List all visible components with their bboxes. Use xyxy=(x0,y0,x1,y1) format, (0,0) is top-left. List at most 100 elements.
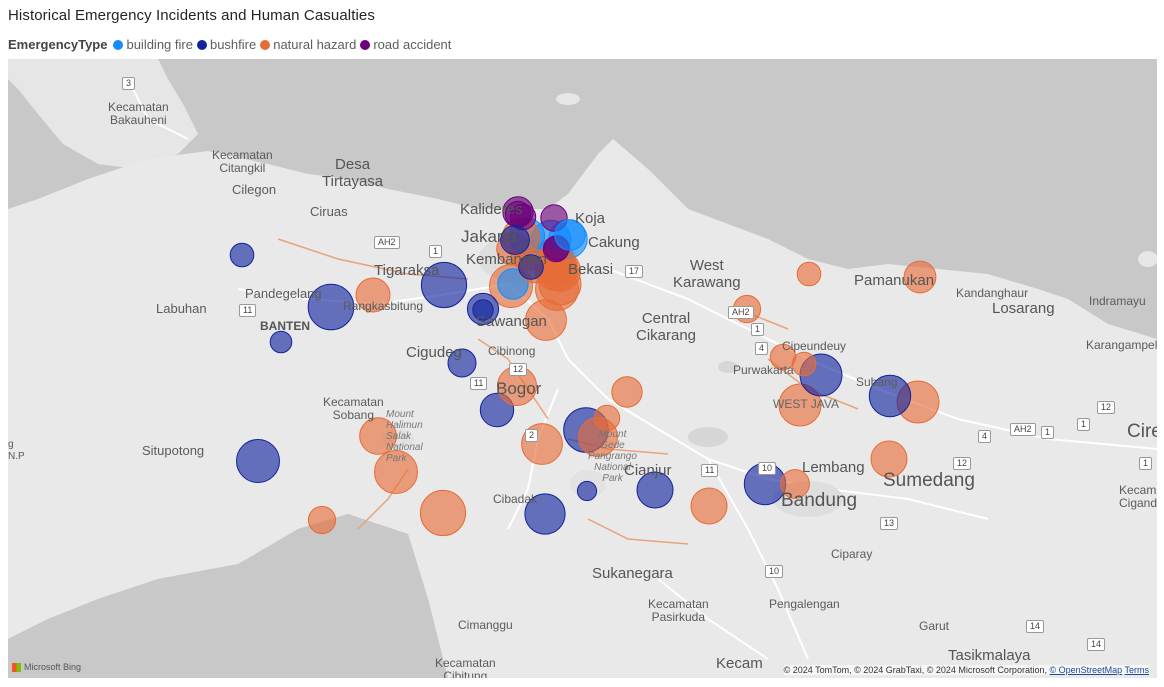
label-kembangan: Kembangan xyxy=(466,251,547,268)
label-banten: BANTEN xyxy=(260,319,310,333)
road-shield: 1 xyxy=(1139,457,1153,470)
label-central-cikarang: Central Cikarang xyxy=(636,310,697,344)
label-bandung: Bandung xyxy=(781,490,858,511)
incident-bubble-natural-hazard[interactable] xyxy=(690,487,728,525)
incident-bubble-building-fire[interactable] xyxy=(497,268,529,300)
sumatra-land xyxy=(8,59,198,169)
label-karangampel: Karangampel xyxy=(1086,338,1157,352)
incident-bubble-bushfire[interactable] xyxy=(447,348,477,378)
incident-bubble-bushfire[interactable] xyxy=(229,242,255,268)
osm-link[interactable]: © OpenStreetMap xyxy=(1049,665,1123,675)
map-attribution: © 2024 TomTom, © 2024 GrabTaxi, © 2024 M… xyxy=(783,665,1150,675)
label-pamanukan: Pamanukan xyxy=(854,272,935,289)
label-cianjur: Cianjur xyxy=(624,462,672,479)
microsoft-logo-icon xyxy=(12,662,21,672)
incident-bubble-building-fire[interactable] xyxy=(554,219,586,251)
label-kecamatan-sobang: Kecamatan Sobang xyxy=(323,395,384,422)
road-shield: AH2 xyxy=(728,306,754,319)
legend-label-bushfire: bushfire xyxy=(209,37,257,52)
label-kandanghaur: Kandanghaur xyxy=(956,286,1029,300)
label-subang: Subang xyxy=(856,375,898,389)
mountain-shade xyxy=(688,427,728,447)
label-purwakarta: Purwakarta xyxy=(733,363,794,377)
label-pandegelang: Pandegelang xyxy=(245,286,322,301)
incident-bubble-natural-hazard[interactable] xyxy=(611,376,643,408)
road-shield: AH2 xyxy=(1010,423,1036,436)
incident-bubble-natural-hazard[interactable] xyxy=(791,351,817,377)
incident-bubble-bushfire[interactable] xyxy=(576,480,598,502)
road-shield: 10 xyxy=(765,565,784,578)
road-shield: 12 xyxy=(509,363,528,376)
label-kecamatan-citangkil: Kecamatan Citangkil xyxy=(212,148,273,175)
road-shield: 4 xyxy=(755,342,769,355)
incident-bubble-natural-hazard[interactable] xyxy=(355,277,391,313)
road-shield: 2 xyxy=(525,429,539,442)
road-shield: 11 xyxy=(239,304,257,317)
incident-bubble-bushfire[interactable] xyxy=(269,330,293,354)
incident-bubble-natural-hazard[interactable] xyxy=(307,505,337,535)
label-indramayu: Indramayu xyxy=(1089,294,1146,308)
legend: EmergencyType building fire bushfire nat… xyxy=(8,37,455,52)
road-shield: 11 xyxy=(701,464,719,477)
road-shield: 11 xyxy=(470,377,488,390)
incident-bubble-natural-hazard[interactable] xyxy=(903,260,937,294)
incident-bubble-natural-hazard[interactable] xyxy=(778,383,822,427)
label-cirebon: Cire xyxy=(1127,421,1157,442)
label-labuhan: Labuhan xyxy=(156,301,207,316)
label-lembang: Lembang xyxy=(802,459,865,476)
label-desa-tirtayasa: Desa Tirtayasa xyxy=(322,156,384,190)
incident-bubble-bushfire[interactable] xyxy=(466,292,500,326)
legend-label-building-fire: building fire xyxy=(126,37,193,52)
label-cimanggu: Cimanggu xyxy=(458,618,513,632)
legend-item-natural-hazard[interactable]: natural hazard xyxy=(260,37,356,52)
incident-bubble-natural-hazard[interactable] xyxy=(374,450,418,494)
label-cilegon: Cilegon xyxy=(232,182,277,197)
label-ciruas: Ciruas xyxy=(310,204,348,219)
map-canvas[interactable]: Kecamatan Bakauheni Kecamatan Citangkil … xyxy=(8,59,1157,678)
label-cigudeg: Cigudeg xyxy=(406,344,462,361)
incident-bubble-natural-hazard[interactable] xyxy=(578,417,618,457)
legend-dot-natural-hazard xyxy=(260,39,271,50)
incident-bubble-bushfire[interactable] xyxy=(500,225,530,255)
label-tigaraksa: Tigaraksa xyxy=(374,262,440,279)
incident-bubble-natural-hazard[interactable] xyxy=(419,489,467,537)
incident-bubble-natural-hazard[interactable] xyxy=(780,469,810,499)
island xyxy=(556,93,580,105)
south-sea xyxy=(8,514,448,678)
incident-bubble-natural-hazard[interactable] xyxy=(870,440,908,478)
road-shield: 1 xyxy=(1041,426,1055,439)
incident-bubble-bushfire[interactable] xyxy=(236,439,280,483)
incident-bubble-natural-hazard[interactable] xyxy=(359,417,397,455)
incident-bubble-bushfire[interactable] xyxy=(868,374,912,418)
label-jakarta: Jakarta xyxy=(461,227,517,246)
label-kecamatan-bakauheni: Kecamatan Bakauheni xyxy=(108,100,169,127)
legend-item-bushfire[interactable]: bushfire xyxy=(196,37,257,52)
attribution-text: © 2024 TomTom, © 2024 GrabTaxi, © 2024 M… xyxy=(783,665,1047,675)
label-cibinong: Cibinong xyxy=(488,344,536,358)
incident-bubble-natural-hazard[interactable] xyxy=(796,261,822,287)
label-kalideres: Kalideres xyxy=(460,201,523,218)
legend-item-building-fire[interactable]: building fire xyxy=(113,37,193,52)
label-tasikmalaya: Tasikmalaya xyxy=(948,647,1031,664)
incident-bubble-bushfire[interactable] xyxy=(524,493,566,535)
incident-bubble-bushfire[interactable] xyxy=(307,283,355,331)
incident-bubble-bushfire[interactable] xyxy=(420,261,468,309)
label-mount-halimun-salak: Mount Halimun Salak National Park xyxy=(386,409,423,464)
incident-bubble-bushfire[interactable] xyxy=(518,254,544,280)
label-sumedang: Sumedang xyxy=(883,470,975,491)
incident-bubble-bushfire[interactable] xyxy=(636,471,674,509)
legend-dot-road-accident xyxy=(360,39,371,50)
terms-link[interactable]: Terms xyxy=(1124,665,1150,675)
road-shield: 3 xyxy=(122,77,136,90)
label-rangkasbitung: Rangkasbitung xyxy=(343,299,424,313)
label-cipeundeuy: Cipeundeuy xyxy=(782,339,847,353)
road-shield: 14 xyxy=(1087,638,1106,651)
label-cakung: Cakung xyxy=(588,234,640,251)
label-cibadak: Cibadak xyxy=(493,492,538,506)
label-kecamatan-cibitung: Kecamatan Cibitung xyxy=(435,656,496,679)
legend-item-road-accident[interactable]: road accident xyxy=(360,37,451,52)
road-shield: 12 xyxy=(1097,401,1116,414)
island xyxy=(1138,251,1157,267)
bing-label: Microsoft Bing xyxy=(24,662,82,672)
label-sawangan: Sawangan xyxy=(476,313,547,330)
